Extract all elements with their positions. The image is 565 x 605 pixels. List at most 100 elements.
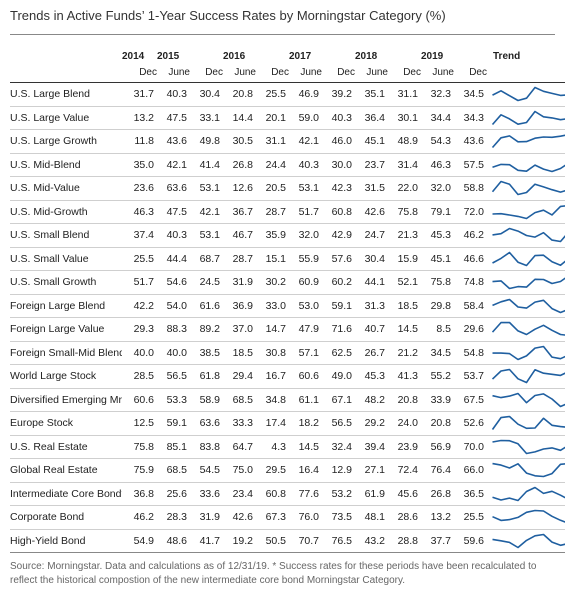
year-label: 2016: [223, 51, 246, 62]
trend-cell: [487, 529, 565, 553]
value-cell: 40.7: [355, 317, 388, 342]
value-cell: 43.6: [454, 129, 487, 154]
source-note: Source: Morningstar. Data and calculatio…: [10, 561, 537, 586]
trend-sparkline: [492, 533, 565, 549]
value-cell: 20.5: [256, 176, 289, 201]
category-label: U.S. Mid-Growth: [10, 200, 122, 224]
trend-sparkline: [492, 251, 565, 267]
value-cell: 23.9: [388, 435, 421, 459]
trend-line: [492, 486, 565, 502]
period-header-row: Dec June Dec June Dec June Dec June Dec June Dec: [10, 62, 565, 83]
value-cell: 24.7: [355, 223, 388, 248]
category-header-blank: [10, 62, 122, 83]
value-cell: 41.3: [388, 364, 421, 389]
category-label: U.S. Mid-Blend: [10, 153, 122, 177]
year-label: 2017: [289, 51, 312, 62]
value-cell: 40.3: [157, 82, 190, 107]
value-cell: 25.6: [157, 482, 190, 506]
trend-cell: [487, 435, 565, 459]
value-cell: 22.0: [388, 176, 421, 201]
value-cell: 20.1: [256, 106, 289, 130]
value-cell: 46.7: [223, 223, 256, 248]
value-cell: 51.7: [122, 270, 157, 295]
value-cell: 15.1: [256, 247, 289, 271]
value-cell: 53.2: [322, 482, 355, 506]
value-cell: 30.0: [322, 153, 355, 177]
value-cell: 31.7: [122, 82, 157, 107]
value-cell: 45.6: [388, 482, 421, 506]
value-cell: 15.9: [388, 247, 421, 271]
trend-cell: [487, 270, 565, 295]
value-cell: 18.2: [289, 411, 322, 436]
trend-cell: [487, 294, 565, 318]
category-label: U.S. Small Growth: [10, 270, 122, 295]
value-cell: 40.3: [322, 106, 355, 130]
value-cell: 37.4: [122, 223, 157, 248]
value-cell: 44.1: [355, 270, 388, 295]
trend-line: [491, 321, 565, 337]
value-cell: 36.4: [355, 106, 388, 130]
category-label: High-Yield Bond: [10, 529, 122, 553]
trend-line: [492, 163, 565, 173]
value-cell: 41.7: [190, 529, 223, 553]
value-cell: 53.1: [190, 176, 223, 201]
year-label: 2019: [421, 51, 444, 62]
value-cell: 31.4: [388, 153, 421, 177]
trend-sparkline: [492, 298, 565, 314]
trend-sparkline: [491, 321, 565, 337]
value-cell: 72.4: [388, 458, 421, 483]
value-cell: 48.1: [355, 505, 388, 530]
trend-line: [492, 298, 565, 314]
value-cell: 32.4: [322, 435, 355, 459]
value-cell: 71.6: [322, 317, 355, 342]
trend-header: Trend: [493, 51, 521, 62]
value-cell: 57.6: [322, 247, 355, 271]
value-cell: 32.0: [289, 223, 322, 248]
value-cell: 59.1: [157, 411, 190, 436]
value-cell: 35.9: [256, 223, 289, 248]
value-cell: 67.1: [322, 388, 355, 412]
trend-line: [492, 227, 565, 243]
value-cell: 34.4: [421, 106, 454, 130]
value-cell: 21.3: [388, 223, 421, 248]
value-cell: 83.8: [190, 435, 223, 459]
value-cell: 42.3: [322, 176, 355, 201]
value-cell: 68.5: [157, 458, 190, 483]
period-label: June: [421, 62, 454, 83]
trend-line: [492, 533, 565, 549]
year-label: 2015: [157, 51, 180, 62]
value-cell: 25.5: [256, 82, 289, 107]
value-cell: 24.5: [190, 270, 223, 295]
value-cell: 20.8: [223, 82, 256, 107]
value-cell: 42.9: [322, 223, 355, 248]
category-label: U.S. Small Blend: [10, 223, 122, 248]
trend-sparkline: [492, 486, 565, 502]
trend-line: [492, 86, 565, 102]
value-cell: 30.4: [190, 82, 223, 107]
trend-cell: [487, 458, 565, 483]
value-cell: 60.8: [256, 482, 289, 506]
period-label: June: [223, 62, 256, 83]
value-cell: 34.3: [454, 106, 487, 130]
trend-sparkline: [492, 86, 565, 102]
trend-header-blank: [487, 62, 565, 83]
value-cell: 29.8: [421, 294, 454, 318]
value-cell: 76.5: [322, 529, 355, 553]
trend-sparkline: [491, 134, 565, 149]
value-cell: 29.6: [454, 317, 487, 342]
value-cell: 26.8: [223, 153, 256, 177]
value-cell: 54.8: [454, 341, 487, 365]
table-row: High-Yield Bond 54.9 48.6 41.7 19.2 50.5 70.7 7…: [10, 529, 565, 553]
category-label: Corporate Bond: [10, 505, 122, 530]
value-cell: 36.5: [454, 482, 487, 506]
value-cell: 24.0: [388, 411, 421, 436]
value-cell: 73.5: [322, 505, 355, 530]
value-cell: 42.6: [223, 505, 256, 530]
value-cell: 61.8: [190, 364, 223, 389]
success-rate-table: 2014 2015 2016 2017 2018 2019 Trend Dec June Dec…: [10, 47, 565, 553]
value-cell: 14.7: [256, 317, 289, 342]
value-cell: 28.6: [388, 505, 421, 530]
value-cell: 46.2: [454, 223, 487, 248]
value-cell: 53.1: [190, 223, 223, 248]
value-cell: 31.9: [223, 270, 256, 295]
